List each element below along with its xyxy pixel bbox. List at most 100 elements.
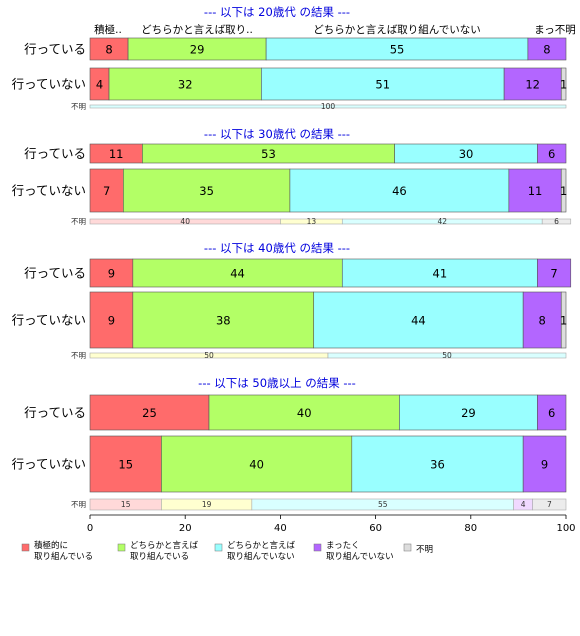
bar-segment xyxy=(537,143,567,164)
panel-title: --- 以下は 20歳代 の結果 --- xyxy=(204,5,350,19)
row-label: 不明 xyxy=(71,351,86,360)
row-label: 行っていない xyxy=(12,77,86,92)
bar-segment xyxy=(522,291,562,349)
data-label: 42 xyxy=(437,217,447,226)
legend-swatch xyxy=(403,543,412,552)
bar-segment xyxy=(341,258,538,288)
row-label: 行っていない xyxy=(12,457,86,472)
data-label: 41 xyxy=(433,267,448,281)
legend-label: 積極的に取り組んでいる xyxy=(34,540,93,562)
data-label: 7 xyxy=(547,500,552,509)
row-label: 行っている xyxy=(24,146,86,161)
legend-swatch xyxy=(214,543,223,552)
bar-segment xyxy=(537,394,567,431)
x-tick-label: 0 xyxy=(87,523,93,534)
data-label: 44 xyxy=(230,267,245,281)
data-label: 15 xyxy=(121,500,131,509)
data-label: 36 xyxy=(430,458,445,472)
data-label: 44 xyxy=(411,314,426,328)
row-label: 行っていない xyxy=(12,183,86,198)
column-header: どちらかと言えば取り組んでいない xyxy=(313,23,480,36)
bar-segment xyxy=(313,291,524,349)
bar-segment xyxy=(503,67,562,101)
row-label: 不明 xyxy=(71,217,86,226)
bar-segment xyxy=(132,291,315,349)
bar-segment xyxy=(89,291,134,349)
data-label: 4 xyxy=(521,500,526,509)
column-header: まっ不明 xyxy=(534,24,576,36)
column-header: 積極.. xyxy=(94,23,122,36)
bar-segment xyxy=(508,168,562,213)
data-label: 8 xyxy=(105,43,112,57)
bar-segment xyxy=(527,37,567,61)
legend-label: まったく取り組んでいない xyxy=(326,541,394,562)
x-tick-label: 100 xyxy=(556,523,575,534)
bar-segment xyxy=(541,218,572,225)
data-label: 8 xyxy=(539,314,546,328)
data-label: 40 xyxy=(297,406,312,420)
legend-label: どちらかと言えば取り組んでいる xyxy=(130,540,199,562)
row-label: 行っている xyxy=(24,42,86,57)
panel-title: --- 以下は 40歳代 の結果 --- xyxy=(204,241,350,255)
data-label: 30 xyxy=(459,147,474,161)
legend-label: 不明 xyxy=(416,545,433,555)
x-tick-label: 60 xyxy=(369,523,382,534)
bar-segment xyxy=(208,394,400,431)
data-label: 55 xyxy=(378,500,388,509)
data-label: 15 xyxy=(118,458,133,472)
panel-title: --- 以下は 30歳代 の結果 --- xyxy=(204,127,350,141)
bar-segment xyxy=(399,394,538,431)
bar-segment xyxy=(351,435,524,493)
row-label: 不明 xyxy=(71,500,86,509)
data-label: 7 xyxy=(550,267,557,281)
data-label: 50 xyxy=(204,351,214,360)
row-label: 行っていない xyxy=(12,313,86,328)
data-label: 53 xyxy=(261,147,276,161)
data-label: 55 xyxy=(390,43,405,57)
bar-segment xyxy=(108,67,262,101)
bar-segment xyxy=(89,435,162,493)
data-label: 32 xyxy=(178,78,193,92)
data-label: 100 xyxy=(321,102,336,111)
data-label: 51 xyxy=(375,78,390,92)
data-label: 13 xyxy=(307,217,317,226)
data-label: 25 xyxy=(142,406,157,420)
data-label: 29 xyxy=(461,406,476,420)
bar-segment xyxy=(327,352,567,359)
legend-swatch xyxy=(313,543,322,552)
data-label: 19 xyxy=(202,500,212,509)
bar-segment xyxy=(532,498,567,511)
legend-label: どちらかと言えば取り組んでいない xyxy=(227,540,296,562)
bar-segment xyxy=(537,258,572,288)
column-header: どちらかと言えば取り.. xyxy=(141,23,253,36)
data-label: 1 xyxy=(560,314,567,328)
bar-segment xyxy=(89,104,567,109)
data-label: 38 xyxy=(216,314,231,328)
data-label: 40 xyxy=(249,458,264,472)
data-label: 35 xyxy=(199,184,214,198)
data-label: 46 xyxy=(392,184,407,198)
data-label: 6 xyxy=(554,217,559,226)
x-tick-label: 80 xyxy=(464,523,477,534)
data-label: 11 xyxy=(109,147,124,161)
panel-title: --- 以下は 50歳以上 の結果 --- xyxy=(198,376,356,390)
row-label: 不明 xyxy=(71,102,86,111)
bar-segment xyxy=(161,435,353,493)
data-label: 4 xyxy=(96,78,103,92)
bar-segment xyxy=(522,435,567,493)
row-label: 行っている xyxy=(24,405,86,420)
data-label: 1 xyxy=(560,184,567,198)
data-label: 9 xyxy=(108,267,115,281)
data-label: 11 xyxy=(528,184,543,198)
row-label: 行っている xyxy=(24,266,86,281)
bar-segment xyxy=(123,168,291,213)
bar-segment xyxy=(289,168,510,213)
legend-swatch xyxy=(21,543,30,552)
data-label: 12 xyxy=(525,78,540,92)
bar-segment xyxy=(560,291,567,349)
bar-segment xyxy=(560,67,567,101)
data-label: 6 xyxy=(548,406,555,420)
data-label: 1 xyxy=(560,78,567,92)
data-label: 7 xyxy=(103,184,110,198)
data-label: 9 xyxy=(541,458,548,472)
